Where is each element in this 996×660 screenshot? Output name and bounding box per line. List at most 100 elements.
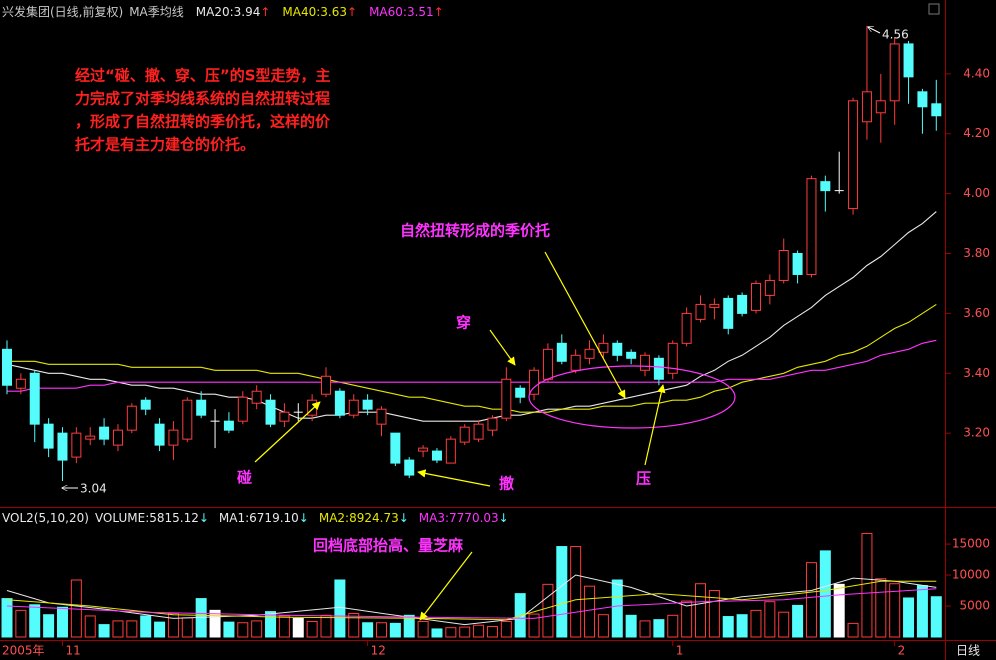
header-item: VOLUME:5815.12 bbox=[95, 511, 199, 525]
candle-body bbox=[501, 378, 512, 419]
volume-bar bbox=[1, 598, 13, 638]
candle-body bbox=[820, 181, 831, 192]
y-tick-label: 3.40 bbox=[963, 366, 990, 380]
candle-body bbox=[2, 348, 12, 386]
header-item: MA季均线 bbox=[129, 5, 184, 19]
candle-body bbox=[71, 432, 82, 458]
candle-body bbox=[459, 426, 470, 443]
candle-body bbox=[848, 100, 859, 210]
volume-bar bbox=[265, 611, 277, 638]
candle-body bbox=[681, 312, 692, 344]
pattern-labels: 自然扭转形成的季价托 穿 碰 撤 压 回档底部抬高、量芝麻 bbox=[237, 222, 651, 555]
volume-bar bbox=[320, 614, 332, 638]
candle-body bbox=[404, 459, 415, 476]
candle-body bbox=[653, 357, 664, 380]
volume-bar bbox=[278, 615, 290, 638]
volume-bar bbox=[681, 600, 693, 638]
candle-body bbox=[321, 375, 332, 395]
candle-body bbox=[126, 405, 137, 431]
candle-body bbox=[598, 342, 609, 353]
volume-ma-line bbox=[6, 588, 937, 619]
che-label: 撤 bbox=[499, 475, 514, 493]
candle-body bbox=[584, 348, 595, 359]
volume-bar bbox=[112, 620, 124, 638]
volume-bar bbox=[375, 622, 387, 638]
candle-body bbox=[570, 354, 581, 371]
volume-bar bbox=[29, 604, 41, 638]
candle-body bbox=[806, 178, 817, 275]
restore-icon[interactable] bbox=[928, 3, 940, 15]
header-item: MA60:3.51 bbox=[369, 5, 434, 19]
candle-body bbox=[265, 399, 276, 425]
x-tick-label: 11 bbox=[65, 644, 80, 658]
candle-body bbox=[112, 429, 123, 446]
x-tick-label: 12 bbox=[371, 644, 386, 658]
volume-bar bbox=[778, 611, 790, 638]
candle-body bbox=[778, 250, 789, 281]
volume-bar bbox=[43, 614, 55, 638]
header: VOL2(5,10,20) VOLUME:5815.12↓ MA1:6719.10↓… bbox=[2, 511, 509, 525]
candle-body bbox=[931, 103, 942, 117]
highlight-ellipse bbox=[528, 365, 736, 429]
volume-bar bbox=[417, 621, 429, 638]
y-tick-label: 10000 bbox=[952, 568, 990, 582]
arrow bbox=[644, 384, 666, 466]
volume-bar bbox=[584, 585, 596, 638]
candle-body bbox=[515, 387, 526, 398]
note-line: ，形成了自然扭转的季价托，这样的价 bbox=[75, 113, 331, 131]
candle-body bbox=[556, 342, 567, 362]
note-line: 托才是有主力建仓的价托。 bbox=[75, 136, 255, 154]
candle-body bbox=[875, 100, 886, 114]
ya-label: 压 bbox=[636, 470, 651, 488]
header-item: MA2:8924.73 bbox=[319, 511, 399, 525]
candle-body bbox=[917, 91, 928, 108]
volume-bar bbox=[708, 590, 720, 638]
arrow bbox=[417, 469, 491, 487]
note-line: 经过“碰、撤、穿、压”的S型走势，主 bbox=[75, 67, 331, 85]
y-tick-label: 4.00 bbox=[963, 186, 990, 200]
header-item: ↓ bbox=[199, 511, 209, 525]
arrow bbox=[254, 401, 321, 463]
volume-bar bbox=[445, 627, 457, 638]
volume-bar bbox=[306, 621, 318, 638]
volume-bar bbox=[209, 609, 221, 638]
candle-body bbox=[85, 435, 96, 440]
candle-body bbox=[750, 282, 761, 311]
candle-body bbox=[487, 417, 498, 431]
candle-body bbox=[57, 432, 68, 461]
x-tick-label: 2 bbox=[898, 644, 906, 658]
header: 兴发集团(日线,前复权) MA季均线 MA20:3.94↑ MA40:3.63↑ MA6… bbox=[2, 4, 444, 19]
volume-bar bbox=[889, 583, 901, 638]
candle-body bbox=[29, 372, 40, 425]
header-item: 兴发集团(日线,前复权) bbox=[2, 4, 123, 19]
header-item: ↓ bbox=[299, 511, 309, 525]
high-marker: 4.56 bbox=[882, 28, 909, 42]
arrow bbox=[489, 329, 516, 366]
volume-bar bbox=[861, 533, 873, 638]
period-label[interactable]: 日线 bbox=[956, 644, 980, 658]
volume-bar bbox=[154, 621, 166, 638]
candle-body bbox=[792, 253, 803, 275]
candle-body bbox=[223, 420, 234, 431]
candle-body bbox=[390, 432, 401, 464]
ma-line bbox=[7, 339, 937, 392]
volume-bar bbox=[98, 624, 110, 638]
volume-bar bbox=[570, 546, 582, 638]
volume-bar bbox=[251, 620, 263, 638]
volume-bar bbox=[792, 604, 804, 638]
ma-line bbox=[6, 211, 937, 422]
header-item: MA1:6719.10 bbox=[219, 511, 299, 525]
header-item: ↑ bbox=[434, 5, 444, 19]
volume-bar bbox=[223, 621, 235, 638]
candle-body bbox=[764, 279, 775, 296]
volume-bar bbox=[667, 614, 679, 638]
candle-body bbox=[15, 378, 26, 389]
low-marker: 3.04 bbox=[80, 482, 107, 496]
ma-line bbox=[7, 303, 937, 413]
header-item: MA40:3.63 bbox=[282, 5, 347, 19]
volume-bar bbox=[237, 622, 249, 638]
volume-bar bbox=[459, 626, 471, 638]
volume-bar bbox=[15, 609, 27, 638]
